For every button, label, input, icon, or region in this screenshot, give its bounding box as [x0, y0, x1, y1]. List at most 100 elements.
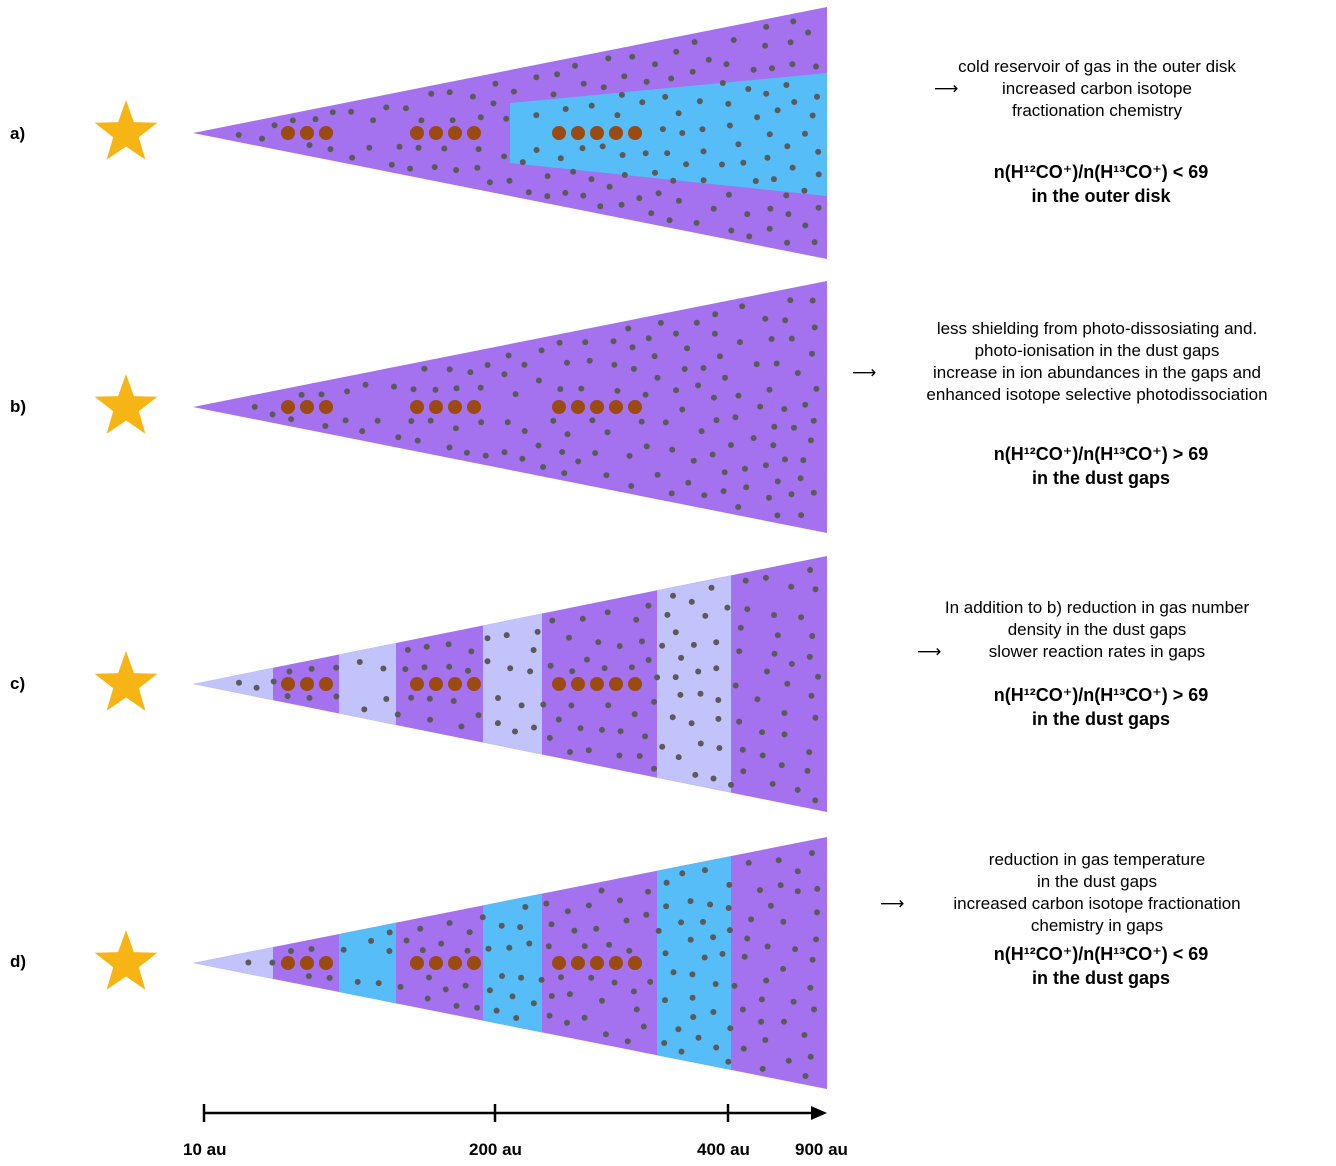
cold-dust-gap — [339, 922, 396, 1004]
axis-tick-label-900au: 900 au — [795, 1140, 848, 1159]
gas-particle — [715, 715, 722, 722]
panel-d-result: n(H¹²CO⁺)/n(H¹³CO⁺) < 69 in the dust gap… — [866, 942, 1336, 990]
location-text: in the dust gaps — [1031, 968, 1170, 988]
gas-particle — [764, 154, 771, 161]
gas-particle — [568, 702, 575, 709]
gas-particle — [633, 1006, 640, 1013]
gas-particle — [549, 617, 556, 624]
gas-particle — [605, 702, 612, 709]
gas-particle — [374, 417, 381, 424]
gas-particle — [807, 1053, 814, 1060]
dust-pebble — [552, 956, 566, 970]
gas-particle — [707, 901, 714, 908]
gas-particle — [639, 99, 646, 106]
gas-particle — [702, 612, 709, 619]
gas-particle — [368, 937, 375, 944]
gas-particle — [728, 227, 735, 234]
gas-particle — [814, 885, 821, 892]
gas-particle — [493, 1007, 500, 1014]
gas-particle — [814, 909, 820, 916]
gas-particle — [720, 488, 727, 495]
gas-particle — [538, 347, 545, 354]
gas-particle — [554, 71, 561, 78]
gas-particle — [383, 104, 390, 111]
gas-particle — [802, 222, 809, 229]
gas-particle — [366, 144, 373, 151]
gas-particle — [531, 724, 537, 731]
gas-particle — [759, 1065, 766, 1072]
gas-particle — [586, 357, 593, 364]
dust-pebble — [571, 126, 585, 140]
gas-particle — [619, 152, 626, 158]
gas-particle — [781, 731, 788, 738]
gas-particle — [414, 437, 421, 444]
gas-particle — [764, 943, 771, 950]
gas-particle — [629, 344, 636, 351]
gas-particle — [269, 411, 276, 418]
gas-particle — [426, 695, 433, 702]
gas-particle — [441, 145, 448, 152]
gas-particle — [725, 1058, 732, 1065]
gas-particle — [475, 712, 482, 719]
axis-tick-label-400au: 400 au — [697, 1140, 750, 1159]
gas-particle — [362, 381, 369, 388]
dust-pebble — [552, 677, 566, 691]
gas-particle — [645, 602, 652, 609]
gas-particle — [684, 345, 690, 352]
gas-particle — [492, 80, 499, 87]
gas-particle — [474, 164, 481, 171]
gas-particle — [235, 131, 242, 138]
dust-pebble — [628, 956, 642, 970]
gas-particle — [628, 664, 635, 671]
gas-particle — [626, 947, 633, 954]
gas-particle — [611, 979, 618, 986]
gas-particle — [546, 1012, 553, 1019]
gas-particle — [548, 993, 555, 999]
gas-particle — [625, 325, 632, 332]
gas-particle — [701, 492, 708, 499]
gas-particle — [271, 122, 278, 129]
gas-particle — [543, 900, 550, 907]
gas-particle — [777, 882, 784, 889]
gas-particle — [773, 360, 780, 367]
gas-particle — [812, 714, 819, 721]
gas-particle — [361, 706, 368, 713]
gas-particle — [603, 472, 610, 479]
gas-particle — [752, 178, 759, 184]
depleted-dust-gap — [483, 613, 542, 755]
gas-particle — [490, 100, 497, 107]
gas-particle — [763, 23, 770, 30]
gas-particle — [740, 768, 747, 775]
gas-particle — [288, 948, 294, 954]
gas-particle — [652, 169, 658, 176]
gas-particle — [722, 374, 728, 381]
gas-particle — [421, 664, 428, 671]
gas-particle — [652, 61, 658, 68]
gas-particle — [739, 1006, 746, 1013]
gas-particle — [757, 403, 764, 410]
gas-particle — [725, 191, 732, 198]
gas-particle — [431, 164, 438, 171]
gas-particle — [789, 164, 796, 171]
desc-line: ⟶ increased carbon isotope fractionation — [880, 894, 1241, 913]
axis-tick-label-10au: 10 au — [183, 1140, 227, 1159]
gas-particle — [395, 434, 402, 441]
gas-particle — [659, 743, 666, 750]
gas-particle — [359, 428, 366, 435]
gas-particle — [788, 660, 795, 667]
gas-particle — [611, 361, 618, 368]
gas-particle — [783, 192, 790, 199]
desc-line: cold reservoir of gas in the outer disk — [958, 57, 1236, 76]
dust-pebble — [609, 126, 623, 140]
gas-particle — [689, 994, 696, 1001]
gas-particle — [284, 693, 291, 700]
gas-particle — [410, 386, 417, 393]
gas-particle — [419, 947, 426, 954]
gas-particle — [572, 62, 578, 69]
gas-particle — [688, 720, 695, 727]
gas-particle — [593, 925, 600, 932]
gas-particle — [811, 324, 818, 331]
gas-particle — [654, 674, 661, 681]
gas-particle — [624, 1038, 631, 1045]
